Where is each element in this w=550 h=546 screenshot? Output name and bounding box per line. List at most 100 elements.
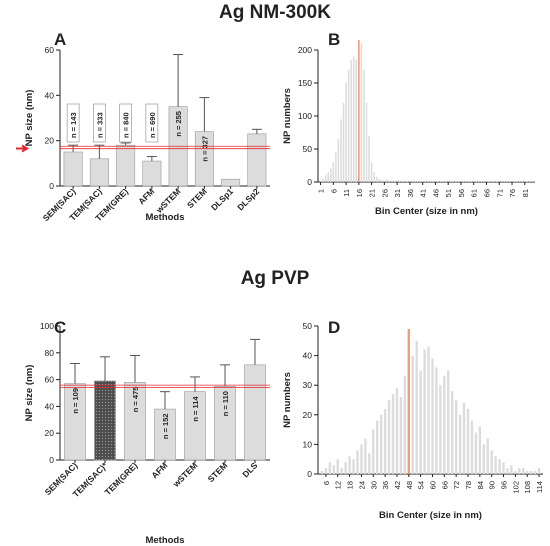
chart-b-x-tick-label: 31 <box>393 189 402 197</box>
chart-b-bar <box>447 180 449 182</box>
top-title: Ag NM-300K <box>219 2 331 23</box>
chart-a-category-label: AFM <box>136 186 156 206</box>
chart-b-bar <box>513 181 516 182</box>
chart-c-n-label: n = 475 <box>131 387 140 413</box>
chart-d-bar <box>458 414 462 474</box>
chart-d-bar <box>332 465 335 474</box>
chart-d-x-tick-label: 54 <box>417 481 426 489</box>
chart-b-bar <box>383 180 386 182</box>
chart-b-bar <box>404 180 406 182</box>
chart-b-bar <box>434 180 437 182</box>
chart-d-x-tick-label: 96 <box>500 481 509 489</box>
chart-c-n-label: n = 114 <box>191 396 200 422</box>
chart-b-bar <box>327 172 329 182</box>
chart-b-bar <box>490 181 493 182</box>
chart-b-bar <box>388 180 391 182</box>
chart-b-bar <box>411 180 414 182</box>
chart-d-bar <box>379 414 383 474</box>
chart-b-bar <box>501 181 503 182</box>
chart-d-bar <box>490 450 493 474</box>
panel-b-letter: B <box>328 30 341 49</box>
chart-d-bar <box>506 468 509 474</box>
chart-c-y-axis-label: NP size (nm) <box>24 365 35 422</box>
chart-b-x-tick-label: 16 <box>355 189 364 197</box>
chart-d-bar <box>403 376 407 474</box>
chart-b-bar <box>360 43 363 183</box>
chart-b-bar <box>427 181 429 182</box>
chart-b-bar <box>414 181 416 182</box>
chart-d-x-tick-label: 90 <box>488 481 497 489</box>
chart-b-x-tick-label: 11 <box>342 189 351 197</box>
chart-b-bar <box>409 181 411 182</box>
chart-b-bar <box>516 181 518 182</box>
chart-b-bar <box>424 181 426 182</box>
chart-b-bar <box>340 119 342 182</box>
chart-b-x-tick-label: 71 <box>495 189 504 197</box>
chart-d-x-axis-label: Bin Center (size in nm) <box>379 510 482 521</box>
chart-d-x-tick-label: 66 <box>440 481 449 489</box>
chart-d-bar <box>427 346 430 474</box>
chart-d-x-tick-label: 36 <box>381 481 390 489</box>
chart-d-bar <box>411 355 414 474</box>
chart-d-x-tick-label: 18 <box>346 481 355 489</box>
chart-b-bar <box>470 181 472 182</box>
chart-b-bar <box>462 181 465 182</box>
chart-d-bar <box>474 432 478 474</box>
chart-d-highlight-bar <box>407 328 410 474</box>
chart-b-highlight-bar <box>358 40 360 182</box>
chart-a-category-label: DLSp1 <box>209 186 235 212</box>
chart-d-y-tick-label: 10 <box>303 439 313 449</box>
chart-b-bar <box>475 181 478 182</box>
chart-b-bar <box>442 181 444 182</box>
chart-c-n-label: n = 152 <box>161 413 170 439</box>
chart-b-bar <box>375 176 378 182</box>
chart-d-bar <box>470 420 474 474</box>
chart-b-x-tick-label: 61 <box>470 189 479 197</box>
chart-b-y-tick-label: 100 <box>298 111 312 121</box>
chart-a-bar <box>221 178 241 187</box>
chart-b-bar <box>329 168 332 182</box>
chart-b-bar <box>332 162 335 182</box>
chart-a-bar <box>116 144 136 187</box>
chart-b-x-tick-label: 41 <box>419 189 428 197</box>
chart-b-bar <box>524 181 526 182</box>
chart-c-y-tick-label: 60 <box>45 375 55 385</box>
chart-d-x-tick-label: 30 <box>369 481 378 489</box>
chart-b-bar <box>518 181 521 182</box>
chart-b-bar <box>511 180 513 182</box>
chart-d-bar <box>415 340 418 474</box>
chart-b-y-tick-label: 50 <box>303 144 313 154</box>
chart-b-bar <box>322 178 324 182</box>
chart-b-x-tick-label: 6 <box>329 189 338 193</box>
chart-b-bar <box>432 181 434 182</box>
chart-b-bar <box>368 135 370 182</box>
chart-a-bar <box>247 133 267 187</box>
chart-d-bar <box>399 397 403 474</box>
chart-c-y-tick-label: 80 <box>45 348 55 358</box>
chart-d-bar <box>447 370 450 474</box>
chart-b-bar <box>393 181 396 182</box>
chart-b-bar <box>373 172 375 182</box>
chart-d-x-tick-label: 102 <box>511 481 520 494</box>
chart-c-category-label: TEM(GRE) <box>103 460 140 497</box>
chart-b-bar <box>449 181 452 182</box>
chart-d-bar <box>439 385 442 474</box>
chart-b-bar <box>465 181 467 182</box>
chart-b-bar <box>508 181 511 182</box>
chart-a-category-label: DLSp2 <box>235 186 261 212</box>
chart-a-bar <box>142 160 162 187</box>
chart-b-y-tick-label: 200 <box>298 45 312 55</box>
chart-d-y-axis-label: NP numbers <box>282 372 293 428</box>
chart-b-bar <box>429 181 432 182</box>
chart-a-y-tick-label: 0 <box>49 181 54 191</box>
chart-b-bar <box>421 181 424 182</box>
chart-d-bar <box>348 456 351 474</box>
chart-d-bar <box>383 408 387 474</box>
panel-a-letter: A <box>54 30 67 49</box>
chart-b-bar <box>526 181 529 182</box>
chart-b-y-axis-label: NP numbers <box>282 88 293 144</box>
chart-b-bar <box>480 181 483 182</box>
chart-d-bar <box>352 459 355 474</box>
chart-d-bar <box>324 468 328 474</box>
